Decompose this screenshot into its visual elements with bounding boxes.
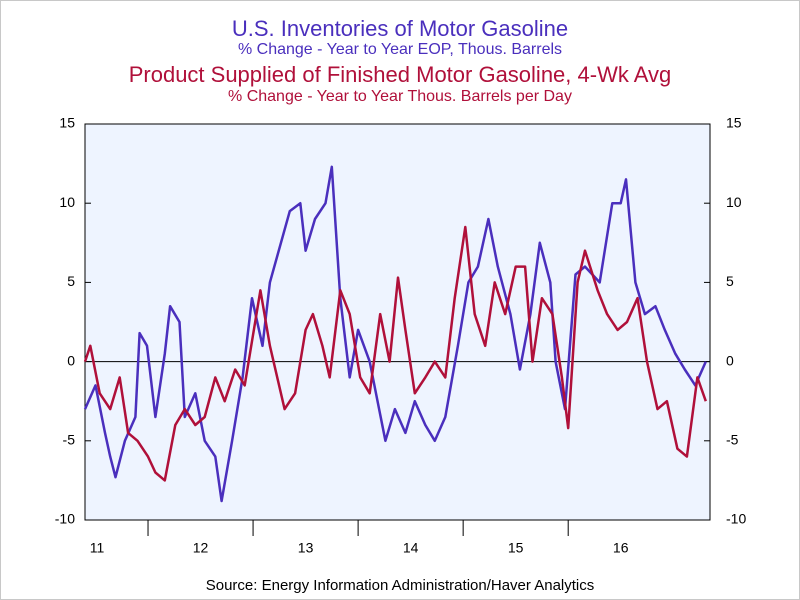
x-tick-label: 16	[613, 540, 629, 556]
y-tick-label: 10	[59, 194, 75, 210]
y-tick-label: 0	[67, 352, 75, 368]
chart-title: U.S. Inventories of Motor Gasoline	[232, 16, 568, 41]
y2-tick-label: 5	[726, 273, 734, 289]
y-tick-label: 15	[59, 115, 75, 131]
plot-area	[84, 123, 711, 521]
y2-tick-label: 15	[726, 115, 742, 131]
x-tick-label: 15	[508, 540, 524, 556]
y2-tick-label: 10	[726, 194, 742, 210]
chart-title: % Change - Year to Year EOP, Thous. Barr…	[238, 41, 562, 58]
x-tick-label: 14	[403, 540, 419, 556]
x-tick-label: 13	[298, 540, 314, 556]
y-tick-label: -5	[63, 432, 76, 448]
y-tick-label: 5	[67, 273, 75, 289]
x-tick-label: 11	[90, 540, 105, 556]
source: Source: Energy Information Administratio…	[206, 577, 595, 594]
x-tick-label: 12	[193, 540, 209, 556]
chart-title: Product Supplied of Finished Motor Gasol…	[129, 62, 672, 87]
y2-tick-label: -10	[726, 511, 746, 527]
y2-tick-label: 0	[726, 352, 734, 368]
series-line	[83, 225, 707, 482]
y2-tick-label: -5	[726, 432, 739, 448]
y-tick-label: -10	[55, 511, 75, 527]
chart-title: % Change - Year to Year Thous. Barrels p…	[228, 88, 572, 105]
series-line	[83, 165, 707, 503]
